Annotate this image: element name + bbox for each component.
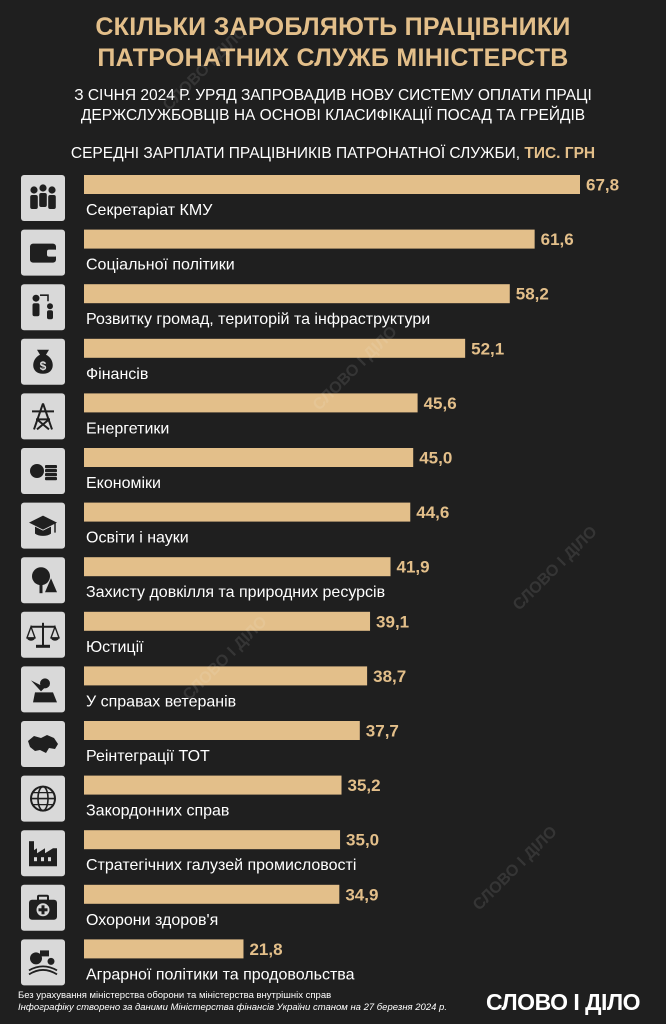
factory-icon	[21, 830, 65, 877]
category-label: Освіти і науки	[86, 530, 189, 547]
community-icon	[21, 284, 65, 331]
page-title: СКІЛЬКИ ЗАРОБЛЯЮТЬ ПРАЦІВНИКИ ПАТРОНАТНИ…	[0, 12, 666, 74]
scales-icon	[21, 611, 65, 658]
footer: Без урахування міністерства оборони та м…	[18, 990, 447, 1014]
bar	[84, 502, 411, 522]
value-label: 38,7	[373, 667, 406, 686]
subtitle-line-1: З СІЧНЯ 2024 Р. УРЯД ЗАПРОВАДИВ НОВУ СИС…	[74, 87, 592, 104]
value-label: 41,9	[397, 558, 430, 577]
bar	[84, 284, 510, 304]
coins-icon	[21, 448, 65, 494]
chart-header: СЕРЕДНІ ЗАРПЛАТИ ПРАЦІВНИКІВ ПАТРОНАТНОЇ…	[0, 145, 666, 163]
bar	[84, 338, 466, 358]
footer-note-2: Інфографіку створено за даними Міністерс…	[18, 1002, 447, 1013]
bar	[84, 393, 418, 413]
power-tower-icon	[21, 393, 65, 440]
bar	[84, 775, 342, 795]
value-label: 44,6	[416, 503, 449, 522]
ukraine-map-icon	[21, 721, 65, 767]
value-label: 45,0	[419, 449, 452, 468]
title-line-1: СКІЛЬКИ ЗАРОБЛЯЮТЬ ПРАЦІВНИКИ	[95, 13, 571, 41]
category-label: Реінтеграції ТОТ	[86, 748, 210, 765]
bar	[84, 448, 414, 467]
category-label: Економіки	[86, 475, 161, 492]
icon-tile	[21, 284, 65, 331]
money-bag-icon: $	[21, 338, 65, 385]
value-label: 58,2	[516, 285, 549, 304]
subtitle-line-2: ДЕРЖСЛУЖБОВЦІВ НА ОСНОВІ КЛАСИФІКАЦІЇ ПО…	[80, 107, 586, 124]
value-label: 67,8	[586, 176, 619, 195]
wallet-icon	[21, 229, 65, 276]
category-label: Соціальної політики	[86, 257, 235, 274]
svg-text:$: $	[40, 359, 47, 373]
soldier-salute-icon	[21, 666, 65, 713]
category-label: Фінансів	[86, 366, 148, 383]
bar	[84, 229, 535, 249]
bar	[84, 721, 360, 740]
bar	[84, 611, 371, 631]
value-label: 61,6	[541, 230, 574, 249]
value-label: 37,7	[366, 722, 399, 741]
bar	[84, 175, 580, 194]
chart-header-text: СЕРЕДНІ ЗАРПЛАТИ ПРАЦІВНИКІВ ПАТРОНАТНОЇ…	[70, 145, 521, 162]
medical-kit-icon	[21, 884, 65, 931]
icon-tile	[21, 939, 65, 986]
bar	[84, 884, 340, 904]
category-label: Охорони здоров'я	[86, 912, 218, 929]
category-label: Закордонних справ	[86, 803, 229, 820]
value-label: 35,2	[348, 776, 381, 795]
category-label: Енергетики	[86, 420, 169, 437]
chart-unit: ТИС. ГРН	[524, 145, 596, 162]
title-line-2: ПАТРОНАТНИХ СЛУЖБ МІНІСТЕРСТВ	[97, 44, 569, 72]
tractor-icon	[21, 939, 65, 986]
footer-note-1: Без урахування міністерства оборони та м…	[18, 990, 332, 1001]
category-label: Стратегічних галузей промисловості	[86, 857, 356, 874]
icon-tile	[21, 393, 65, 440]
category-label: У справах ветеранів	[86, 693, 236, 710]
value-label: 52,1	[471, 339, 504, 358]
value-label: 21,8	[249, 940, 282, 959]
bar	[84, 666, 368, 686]
value-label: 35,0	[346, 831, 379, 850]
category-label: Секретаріат КМУ	[86, 202, 213, 219]
graduation-cap-icon	[21, 502, 65, 549]
page-subtitle: З СІЧНЯ 2024 Р. УРЯД ЗАПРОВАДИВ НОВУ СИС…	[0, 86, 666, 126]
category-label: Розвитку громад, територій та інфраструк…	[86, 311, 430, 328]
bar	[84, 557, 391, 577]
tree-icon	[21, 557, 65, 604]
value-label: 39,1	[376, 612, 409, 631]
value-label: 45,6	[424, 394, 457, 413]
bar	[84, 939, 244, 959]
people-icon	[21, 175, 65, 221]
bar	[84, 830, 341, 850]
category-label: Юстиції	[86, 639, 144, 656]
category-label: Захисту довкілля та природних ресурсів	[86, 584, 385, 601]
value-label: 34,9	[345, 885, 378, 904]
brand-logo: СЛОВО І ДІЛО	[486, 989, 640, 1015]
globe-icon	[21, 775, 65, 822]
category-label: Аграрної політики та продовольства	[86, 966, 355, 983]
